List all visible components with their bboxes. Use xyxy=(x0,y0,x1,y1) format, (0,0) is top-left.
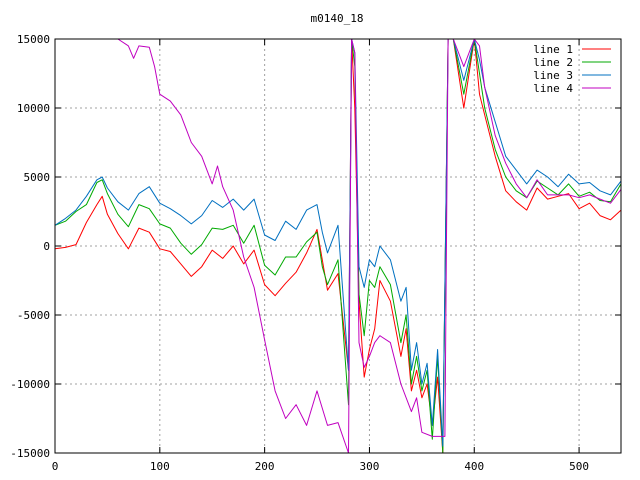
x-tick-label: 0 xyxy=(52,460,59,473)
y-tick-label: -10000 xyxy=(10,378,50,391)
legend-label-3: line 3 xyxy=(533,69,573,82)
y-tick-label: 0 xyxy=(43,240,50,253)
legend-label-1: line 1 xyxy=(533,43,573,56)
y-tick-label: 5000 xyxy=(24,171,51,184)
series-line-1 xyxy=(54,38,622,454)
series-group xyxy=(54,38,622,454)
y-tick-label: -15000 xyxy=(10,447,50,460)
legend-label-4: line 4 xyxy=(533,82,573,95)
plot-frame xyxy=(54,38,622,454)
x-tick-label: 100 xyxy=(150,460,170,473)
x-tick-label: 500 xyxy=(569,460,589,473)
chart-title: m0140_18 xyxy=(311,12,364,25)
legend-label-2: line 2 xyxy=(533,56,573,69)
series-line-2 xyxy=(54,38,622,454)
y-tick-label: 15000 xyxy=(17,33,50,46)
x-tick-label: 200 xyxy=(255,460,275,473)
series-line-3 xyxy=(54,38,622,447)
y-tick-label: -5000 xyxy=(17,309,50,322)
axis-ticks: 0 100 200 300 400 500 -15000 -10000 -5000 0 5000 10… xyxy=(10,33,621,473)
y-tick-label: 10000 xyxy=(17,102,50,115)
x-tick-label: 400 xyxy=(464,460,484,473)
grid xyxy=(55,39,621,453)
series-line-4 xyxy=(117,38,622,454)
x-tick-label: 300 xyxy=(360,460,380,473)
